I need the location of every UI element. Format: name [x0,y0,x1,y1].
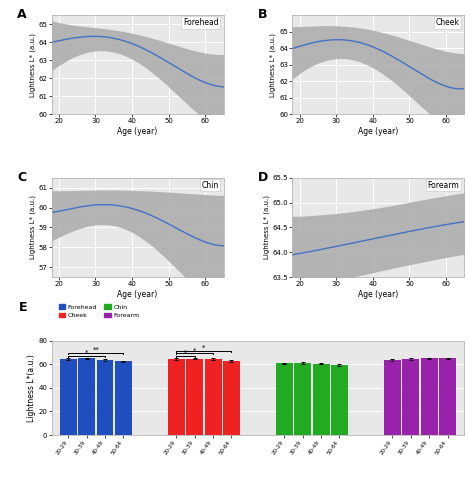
Bar [97,360,113,435]
Text: Chin: Chin [201,181,219,190]
X-axis label: Age (year): Age (year) [117,128,158,136]
Text: B: B [258,8,267,21]
Y-axis label: Lightness L* (a.u.): Lightness L* (a.u.) [29,32,36,96]
Text: *: * [193,348,197,354]
Bar [384,360,401,435]
Text: Cheek: Cheek [435,18,459,27]
Text: *: * [85,350,89,356]
Y-axis label: Lightness L* (a.u.): Lightness L* (a.u.) [263,196,270,260]
X-axis label: Age (year): Age (year) [358,128,399,136]
Bar [60,359,77,435]
Bar [186,358,203,435]
X-axis label: Age (year): Age (year) [358,290,399,299]
Bar [78,358,95,435]
Text: E: E [19,301,27,314]
Bar [168,359,185,435]
Bar [331,365,348,435]
Text: Forearm: Forearm [427,181,459,190]
Bar [115,362,132,435]
Y-axis label: Lightness L* (a.u.): Lightness L* (a.u.) [29,196,36,260]
Text: C: C [17,171,26,184]
Bar [276,364,293,435]
Y-axis label: Lightness L*(a.u.): Lightness L*(a.u.) [27,354,36,422]
Legend: Forehead, Cheek, Chin, Forearm: Forehead, Cheek, Chin, Forearm [59,304,139,318]
Text: A: A [17,8,27,21]
Bar [204,359,221,435]
Bar [402,359,419,435]
Bar [295,363,311,435]
Bar [313,364,330,435]
Y-axis label: Lightness L* (a.u.): Lightness L* (a.u.) [270,32,276,96]
Text: **: ** [92,347,99,353]
Text: *: * [202,344,205,350]
Bar [223,361,240,435]
X-axis label: Age (year): Age (year) [117,290,158,299]
Text: Forehead: Forehead [183,18,219,27]
Bar [439,358,456,435]
Text: *: * [184,350,187,356]
Text: D: D [258,171,268,184]
Bar [421,358,438,435]
